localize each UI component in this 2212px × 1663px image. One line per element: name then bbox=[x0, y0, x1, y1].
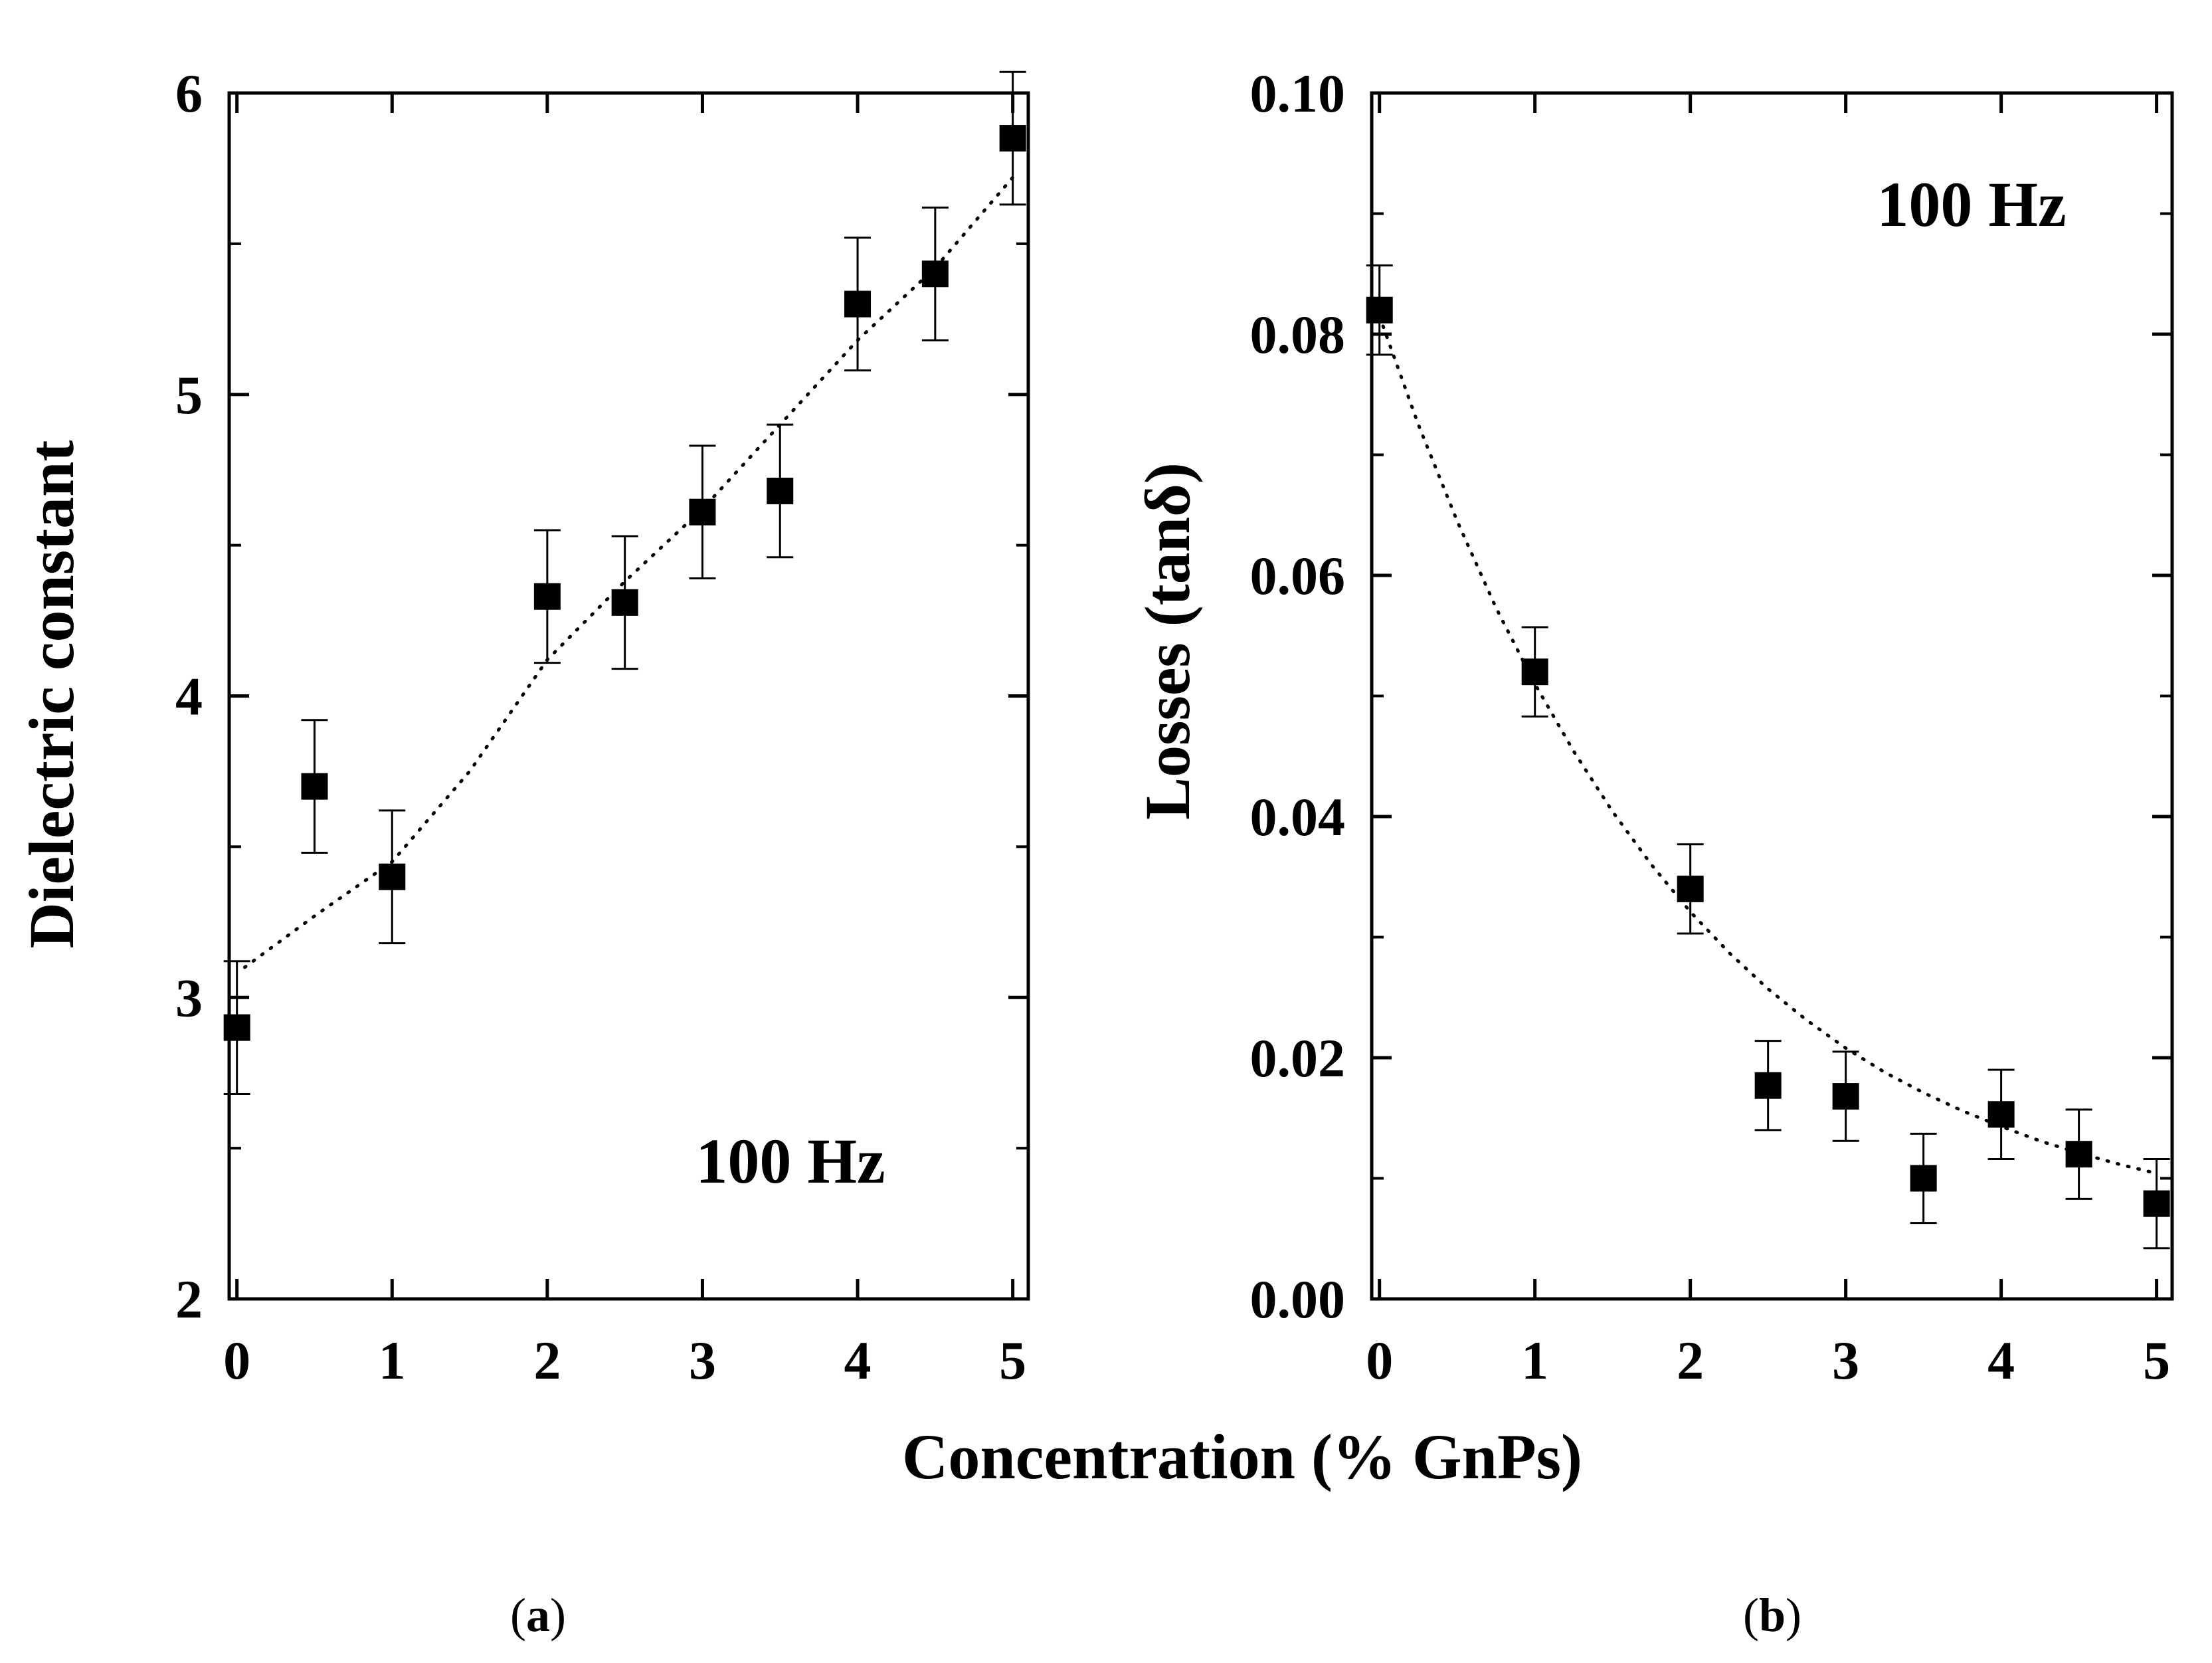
caption-b-letter: b bbox=[1759, 1589, 1786, 1642]
caption-a-open: ( bbox=[510, 1589, 526, 1642]
panel-a-ytick-label: 6 bbox=[175, 63, 203, 124]
panel-a-data-point bbox=[689, 498, 716, 526]
panel-b-ytick-label: 0.04 bbox=[1250, 787, 1346, 847]
panel-a-ytick-label: 5 bbox=[175, 365, 203, 425]
panel-b-losses: 0 1 2 3 4 5 0.00 0.02 0.04 0.06 0.08 0.10 Losses (t… bbox=[1132, 63, 2174, 1391]
panel-b-xtick-label: 5 bbox=[2143, 1330, 2170, 1391]
panel-b-xtick-label: 1 bbox=[1521, 1330, 1548, 1391]
caption-a-close: ) bbox=[550, 1589, 566, 1642]
panel-b-xtick-label: 0 bbox=[1366, 1330, 1393, 1391]
panel-a-data-point bbox=[767, 477, 794, 504]
panel-b-xtick-label: 2 bbox=[1677, 1330, 1704, 1391]
panel-b-data-point bbox=[2143, 1190, 2170, 1217]
panel-a-data-point bbox=[533, 583, 561, 610]
panel-b-ytick-label: 0.08 bbox=[1250, 304, 1346, 365]
panel-b-data-point bbox=[1910, 1165, 1937, 1192]
panel-a-data-point bbox=[379, 863, 406, 890]
panel-b-ytick-label: 0.02 bbox=[1250, 1028, 1346, 1088]
panel-b-annotation: 100 Hz bbox=[1877, 169, 2066, 240]
caption-b-open: ( bbox=[1743, 1589, 1759, 1642]
panel-a-xtick-label: 0 bbox=[223, 1330, 250, 1391]
panel-a-xtick-label: 2 bbox=[533, 1330, 561, 1391]
panel-b-data-point bbox=[1832, 1083, 1859, 1110]
panel-a-dielectric-constant: 0 1 2 3 4 5 2 3 4 5 6 Dielectric constant 100 Hz bbox=[16, 63, 1030, 1391]
panel-a-data-point bbox=[301, 773, 328, 800]
panel-a-frame bbox=[227, 91, 1030, 1301]
panel-a-ytick-label: 4 bbox=[175, 666, 203, 727]
caption-a-letter: a bbox=[526, 1589, 550, 1642]
panel-b-ylabel: Losses (tanδ) bbox=[1132, 462, 1203, 820]
panel-a-xtick-label: 3 bbox=[689, 1330, 716, 1391]
panel-a-xtick-label: 1 bbox=[379, 1330, 406, 1391]
panel-b-xtick-label: 4 bbox=[1987, 1330, 2015, 1391]
caption-b: (b) bbox=[1743, 1589, 1801, 1642]
panel-a-xtick-label: 5 bbox=[999, 1330, 1026, 1391]
panel-b-fit-line bbox=[1378, 314, 2159, 1175]
shared-xlabel: Concentration (% GnPs) bbox=[902, 1421, 1582, 1492]
panel-a-ytick-label: 2 bbox=[175, 1269, 203, 1329]
panel-b-ytick-label: 0.00 bbox=[1250, 1269, 1346, 1329]
panel-b-xtick-label: 3 bbox=[1832, 1330, 1859, 1391]
panel-b-data-point bbox=[1366, 296, 1393, 324]
panel-a-data-point bbox=[611, 589, 638, 616]
panel-b-marks: 0 1 2 3 4 5 0.00 0.02 0.04 0.06 0.08 0.10 bbox=[1250, 63, 2174, 1391]
panel-a-xtick-label: 4 bbox=[844, 1330, 872, 1391]
panel-b-frame bbox=[1370, 91, 2174, 1301]
panel-a-data-point bbox=[223, 1014, 250, 1041]
panel-b-data-point bbox=[1987, 1101, 2015, 1128]
panel-b-data-point bbox=[1754, 1072, 1782, 1099]
panel-a-fit-line bbox=[242, 175, 1015, 969]
panel-b-ytick-label: 0.10 bbox=[1250, 63, 1346, 124]
panel-b-data-point bbox=[1677, 875, 1704, 902]
panel-a-data-point bbox=[921, 260, 949, 288]
panel-a-marks: 0 1 2 3 4 5 2 3 4 5 6 bbox=[175, 63, 1030, 1391]
panel-a-annotation: 100 Hz bbox=[695, 1125, 885, 1197]
panel-a-ytick-label: 3 bbox=[175, 967, 203, 1028]
caption-a: (a) bbox=[510, 1589, 566, 1642]
panel-a-ylabel: Dielectric constant bbox=[16, 440, 87, 948]
panel-a-data-point bbox=[999, 125, 1026, 152]
caption-b-close: ) bbox=[1786, 1589, 1801, 1642]
panel-a-data-point bbox=[844, 290, 872, 318]
panel-b-data-point bbox=[1521, 658, 1548, 686]
panel-b-data-point bbox=[2065, 1141, 2092, 1168]
panel-b-ytick-label: 0.06 bbox=[1250, 545, 1346, 606]
